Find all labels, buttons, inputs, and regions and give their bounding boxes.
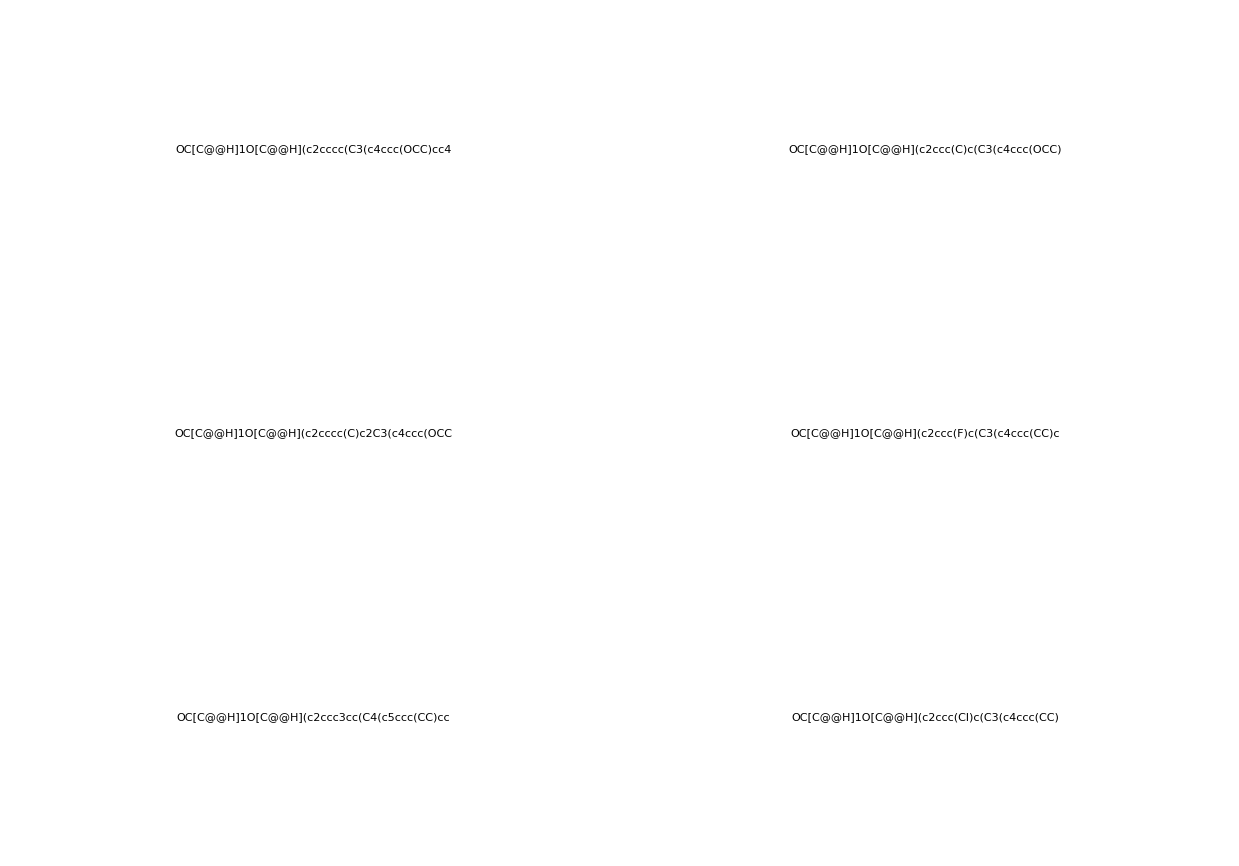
Text: OC[C@@H]1O[C@@H](c2ccc(Cl)c(C3(c4ccc(CC): OC[C@@H]1O[C@@H](c2ccc(Cl)c(C3(c4ccc(CC): [792, 712, 1059, 721]
Text: OC[C@@H]1O[C@@H](c2cccc(C3(c4ccc(OCC)cc4: OC[C@@H]1O[C@@H](c2cccc(C3(c4ccc(OCC)cc4: [175, 145, 452, 154]
Text: OC[C@@H]1O[C@@H](c2ccc3cc(C4(c5ccc(CC)cc: OC[C@@H]1O[C@@H](c2ccc3cc(C4(c5ccc(CC)cc: [177, 712, 450, 721]
Text: OC[C@@H]1O[C@@H](c2ccc(C)c(C3(c4ccc(OCC): OC[C@@H]1O[C@@H](c2ccc(C)c(C3(c4ccc(OCC): [789, 145, 1062, 154]
Text: OC[C@@H]1O[C@@H](c2ccc(F)c(C3(c4ccc(CC)c: OC[C@@H]1O[C@@H](c2ccc(F)c(C3(c4ccc(CC)c: [790, 428, 1061, 438]
Text: OC[C@@H]1O[C@@H](c2cccc(C)c2C3(c4ccc(OCC: OC[C@@H]1O[C@@H](c2cccc(C)c2C3(c4ccc(OCC: [175, 428, 452, 438]
